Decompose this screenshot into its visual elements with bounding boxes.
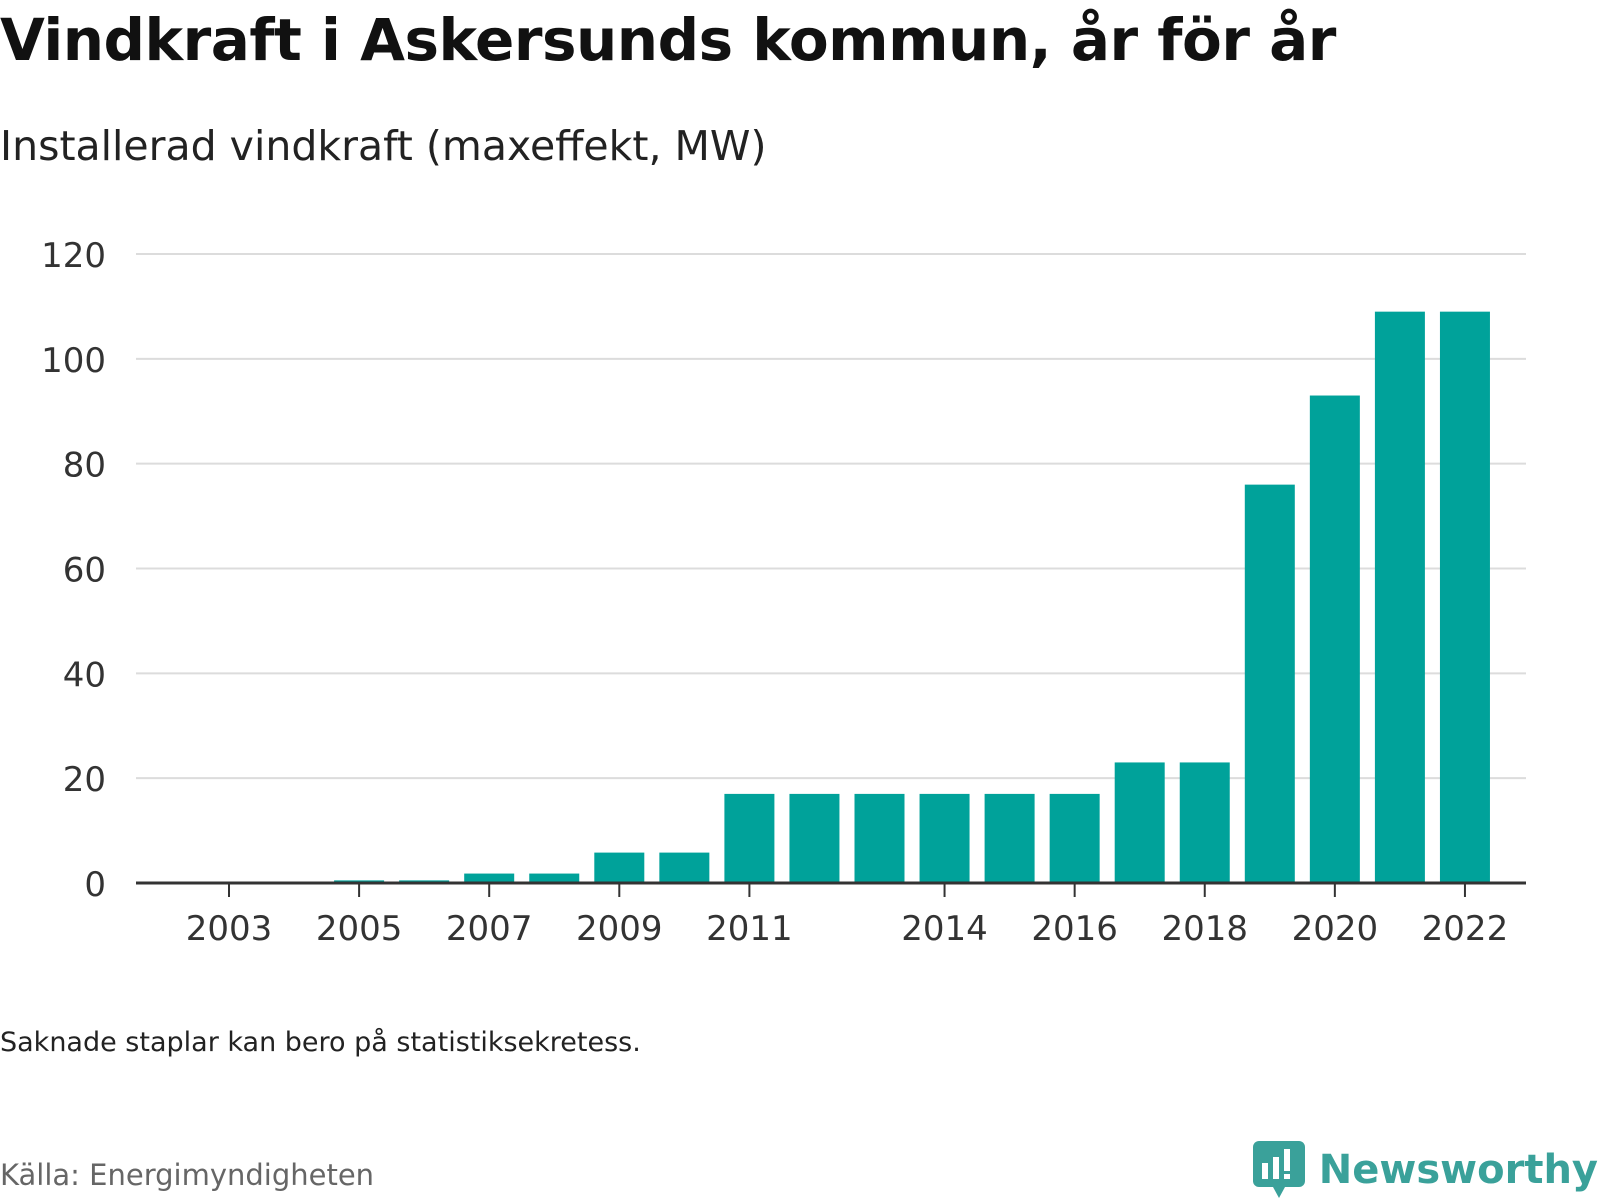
y-tick-label: 80 bbox=[63, 446, 106, 486]
bar-2011 bbox=[724, 793, 775, 883]
bar-2016 bbox=[1049, 793, 1100, 883]
bar-2021 bbox=[1374, 311, 1425, 883]
y-tick-label: 100 bbox=[41, 341, 106, 381]
x-tick-label: 2022 bbox=[1422, 909, 1509, 949]
bar-2019 bbox=[1244, 484, 1295, 883]
chart-title: Vindkraft i Askersunds kommun, år för år bbox=[0, 6, 1336, 74]
x-tick-label: 2018 bbox=[1161, 909, 1248, 949]
footnote: Saknade staplar kan bero på statistiksek… bbox=[0, 1027, 641, 1058]
x-tick-label: 2020 bbox=[1292, 909, 1379, 949]
x-tick-label: 2016 bbox=[1031, 909, 1118, 949]
bar-2014 bbox=[919, 793, 970, 883]
bar-2010 bbox=[659, 852, 710, 883]
x-tick-label: 2011 bbox=[706, 909, 793, 949]
newsworthy-logo-icon bbox=[1252, 1141, 1305, 1198]
bar-2012 bbox=[789, 793, 840, 883]
bar-chart: 0 20 40 60 80 100 120 2003 2005 2007 2009 2011 2014… bbox=[41, 236, 1526, 949]
brand-name: Newsworthy bbox=[1318, 1147, 1598, 1193]
bar-2013 bbox=[854, 793, 905, 883]
x-tick-label: 2014 bbox=[901, 909, 988, 949]
source-label: Källa: Energimyndigheten bbox=[0, 1158, 375, 1192]
bar-2020 bbox=[1309, 395, 1360, 883]
chart-subtitle: Installerad vindkraft (maxeffekt, MW) bbox=[0, 122, 767, 170]
bar-2007 bbox=[464, 873, 515, 883]
x-tick-label: 2005 bbox=[316, 909, 403, 949]
x-tick-label: 2003 bbox=[186, 909, 273, 949]
y-tick-label: 0 bbox=[84, 865, 106, 905]
y-tick-label: 60 bbox=[63, 551, 106, 591]
y-tick-label: 20 bbox=[63, 760, 106, 800]
bar-2009 bbox=[594, 852, 645, 883]
brand-logo[interactable]: Newsworthy bbox=[1252, 1140, 1598, 1200]
x-tick-label: 2009 bbox=[576, 909, 663, 949]
y-axis-ticks: 0 20 40 60 80 100 120 bbox=[41, 236, 106, 905]
bar-2022 bbox=[1439, 311, 1490, 883]
y-tick-label: 40 bbox=[63, 655, 106, 695]
bar-2018 bbox=[1179, 762, 1230, 883]
bars bbox=[334, 311, 1490, 883]
bar-2017 bbox=[1114, 762, 1165, 883]
y-tick-label: 120 bbox=[41, 236, 106, 276]
x-axis-ticks: 2003 2005 2007 2009 2011 2014 2016 2018 2020 2022 bbox=[186, 883, 1508, 949]
x-tick-label: 2007 bbox=[446, 909, 533, 949]
bar-2015 bbox=[984, 793, 1035, 883]
bar-2008 bbox=[529, 873, 580, 883]
